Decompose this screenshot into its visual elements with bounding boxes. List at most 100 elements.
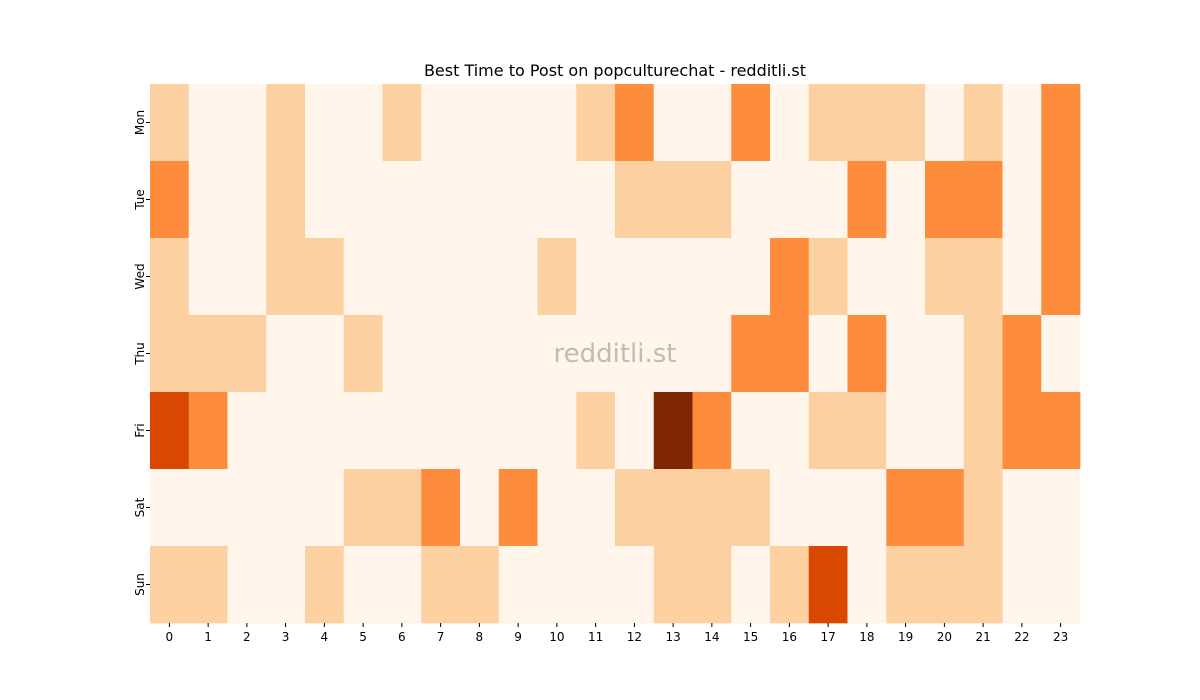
heatmap-cell-thu-12 xyxy=(615,315,655,393)
heatmap-cell-fri-17 xyxy=(808,392,848,470)
heatmap-cell-mon-5 xyxy=(343,84,383,162)
y-tick-label: Mon xyxy=(133,110,147,135)
heatmap-cell-tue-20 xyxy=(925,161,965,239)
heatmap-cell-sun-11 xyxy=(576,546,616,624)
heatmap-cell-thu-13 xyxy=(653,315,693,393)
x-tick-label: 0 xyxy=(166,630,174,644)
heatmap-cell-sun-4 xyxy=(305,546,345,624)
heatmap-cell-mon-3 xyxy=(266,84,306,162)
heatmap-cell-tue-14 xyxy=(692,161,732,239)
heatmap-cell-fri-1 xyxy=(188,392,228,470)
x-tick-label: 3 xyxy=(282,630,290,644)
heatmap-cell-tue-21 xyxy=(963,161,1003,239)
heatmap-cell-mon-17 xyxy=(808,84,848,162)
heatmap-cell-mon-2 xyxy=(227,84,267,162)
heatmap-cell-sun-12 xyxy=(615,546,655,624)
x-tick-label: 17 xyxy=(820,630,835,644)
heatmap-cell-tue-11 xyxy=(576,161,616,239)
x-tick-label: 18 xyxy=(859,630,874,644)
heatmap-cell-tue-8 xyxy=(460,161,500,239)
heatmap-cell-fri-4 xyxy=(305,392,345,470)
heatmap-cell-fri-7 xyxy=(421,392,461,470)
y-tick-label: Thu xyxy=(133,342,147,366)
heatmap-cell-fri-9 xyxy=(498,392,538,470)
heatmap-cell-sat-13 xyxy=(653,469,693,547)
heatmap-cell-sun-1 xyxy=(188,546,228,624)
heatmap-cell-tue-16 xyxy=(770,161,810,239)
x-tick-label: 15 xyxy=(743,630,758,644)
heatmap-cell-sun-10 xyxy=(537,546,577,624)
heatmap-cell-mon-16 xyxy=(770,84,810,162)
heatmap-cell-sun-14 xyxy=(692,546,732,624)
heatmap-cell-sun-3 xyxy=(266,546,306,624)
heatmap-cell-wed-9 xyxy=(498,238,538,316)
y-tick-label: Tue xyxy=(133,189,147,211)
heatmap-cell-wed-6 xyxy=(382,238,422,316)
heatmap-cell-tue-4 xyxy=(305,161,345,239)
heatmap-cell-thu-5 xyxy=(343,315,383,393)
heatmap-cell-sat-9 xyxy=(498,469,538,547)
heatmap-cell-sat-18 xyxy=(847,469,887,547)
heatmap-cell-fri-21 xyxy=(963,392,1003,470)
x-tick-label: 2 xyxy=(243,630,251,644)
heatmap-cell-thu-20 xyxy=(925,315,965,393)
heatmap-cell-wed-14 xyxy=(692,238,732,316)
x-tick-label: 5 xyxy=(359,630,367,644)
heatmap-cell-mon-6 xyxy=(382,84,422,162)
heatmap-cell-fri-6 xyxy=(382,392,422,470)
heatmap-cell-thu-15 xyxy=(731,315,771,393)
heatmap-cell-wed-8 xyxy=(460,238,500,316)
heatmap-cell-tue-9 xyxy=(498,161,538,239)
x-tick-label: 6 xyxy=(398,630,406,644)
heatmap-cell-sat-16 xyxy=(770,469,810,547)
heatmap-cell-wed-10 xyxy=(537,238,577,316)
heatmap-cell-tue-7 xyxy=(421,161,461,239)
heatmap-cell-sun-22 xyxy=(1002,546,1042,624)
watermark: redditli.st xyxy=(554,339,677,369)
heatmap-cell-wed-12 xyxy=(615,238,655,316)
heatmap-cell-sat-8 xyxy=(460,469,500,547)
heatmap-cell-mon-12 xyxy=(615,84,655,162)
heatmap-cell-fri-10 xyxy=(537,392,577,470)
heatmap-cell-sat-11 xyxy=(576,469,616,547)
heatmap-cell-sat-1 xyxy=(188,469,228,547)
heatmap-cell-fri-15 xyxy=(731,392,771,470)
heatmap-cell-wed-21 xyxy=(963,238,1003,316)
heatmap-cell-sat-17 xyxy=(808,469,848,547)
heatmap-cell-tue-3 xyxy=(266,161,306,239)
heatmap-cell-mon-14 xyxy=(692,84,732,162)
heatmap-cell-wed-16 xyxy=(770,238,810,316)
heatmap-cell-wed-7 xyxy=(421,238,461,316)
x-tick-label: 16 xyxy=(782,630,797,644)
heatmap-cell-mon-7 xyxy=(421,84,461,162)
heatmap-cell-mon-21 xyxy=(963,84,1003,162)
heatmap-cell-fri-16 xyxy=(770,392,810,470)
heatmap-cell-sat-20 xyxy=(925,469,965,547)
heatmap-cell-mon-0 xyxy=(150,84,190,162)
heatmap-cell-sat-19 xyxy=(886,469,926,547)
heatmap-cell-sun-21 xyxy=(963,546,1003,624)
heatmap-cell-sun-7 xyxy=(421,546,461,624)
heatmap-cell-mon-15 xyxy=(731,84,771,162)
heatmap-cell-thu-7 xyxy=(421,315,461,393)
heatmap-cell-tue-15 xyxy=(731,161,771,239)
heatmap-cell-mon-23 xyxy=(1041,84,1081,162)
x-tick-label: 20 xyxy=(937,630,952,644)
heatmap-cell-fri-14 xyxy=(692,392,732,470)
x-tick-label: 14 xyxy=(704,630,719,644)
x-tick-label: 10 xyxy=(549,630,564,644)
y-tick-label: Wed xyxy=(133,263,147,289)
heatmap-cell-fri-2 xyxy=(227,392,267,470)
heatmap-cell-tue-10 xyxy=(537,161,577,239)
x-tick-label: 13 xyxy=(665,630,680,644)
heatmap-cell-thu-19 xyxy=(886,315,926,393)
heatmap-cell-wed-4 xyxy=(305,238,345,316)
heatmap-cell-mon-10 xyxy=(537,84,577,162)
heatmap-cell-thu-6 xyxy=(382,315,422,393)
heatmap-cell-mon-13 xyxy=(653,84,693,162)
heatmap-cell-thu-3 xyxy=(266,315,306,393)
heatmap-cell-fri-0 xyxy=(150,392,190,470)
heatmap-cell-tue-13 xyxy=(653,161,693,239)
heatmap-cell-fri-11 xyxy=(576,392,616,470)
heatmap-cell-mon-8 xyxy=(460,84,500,162)
